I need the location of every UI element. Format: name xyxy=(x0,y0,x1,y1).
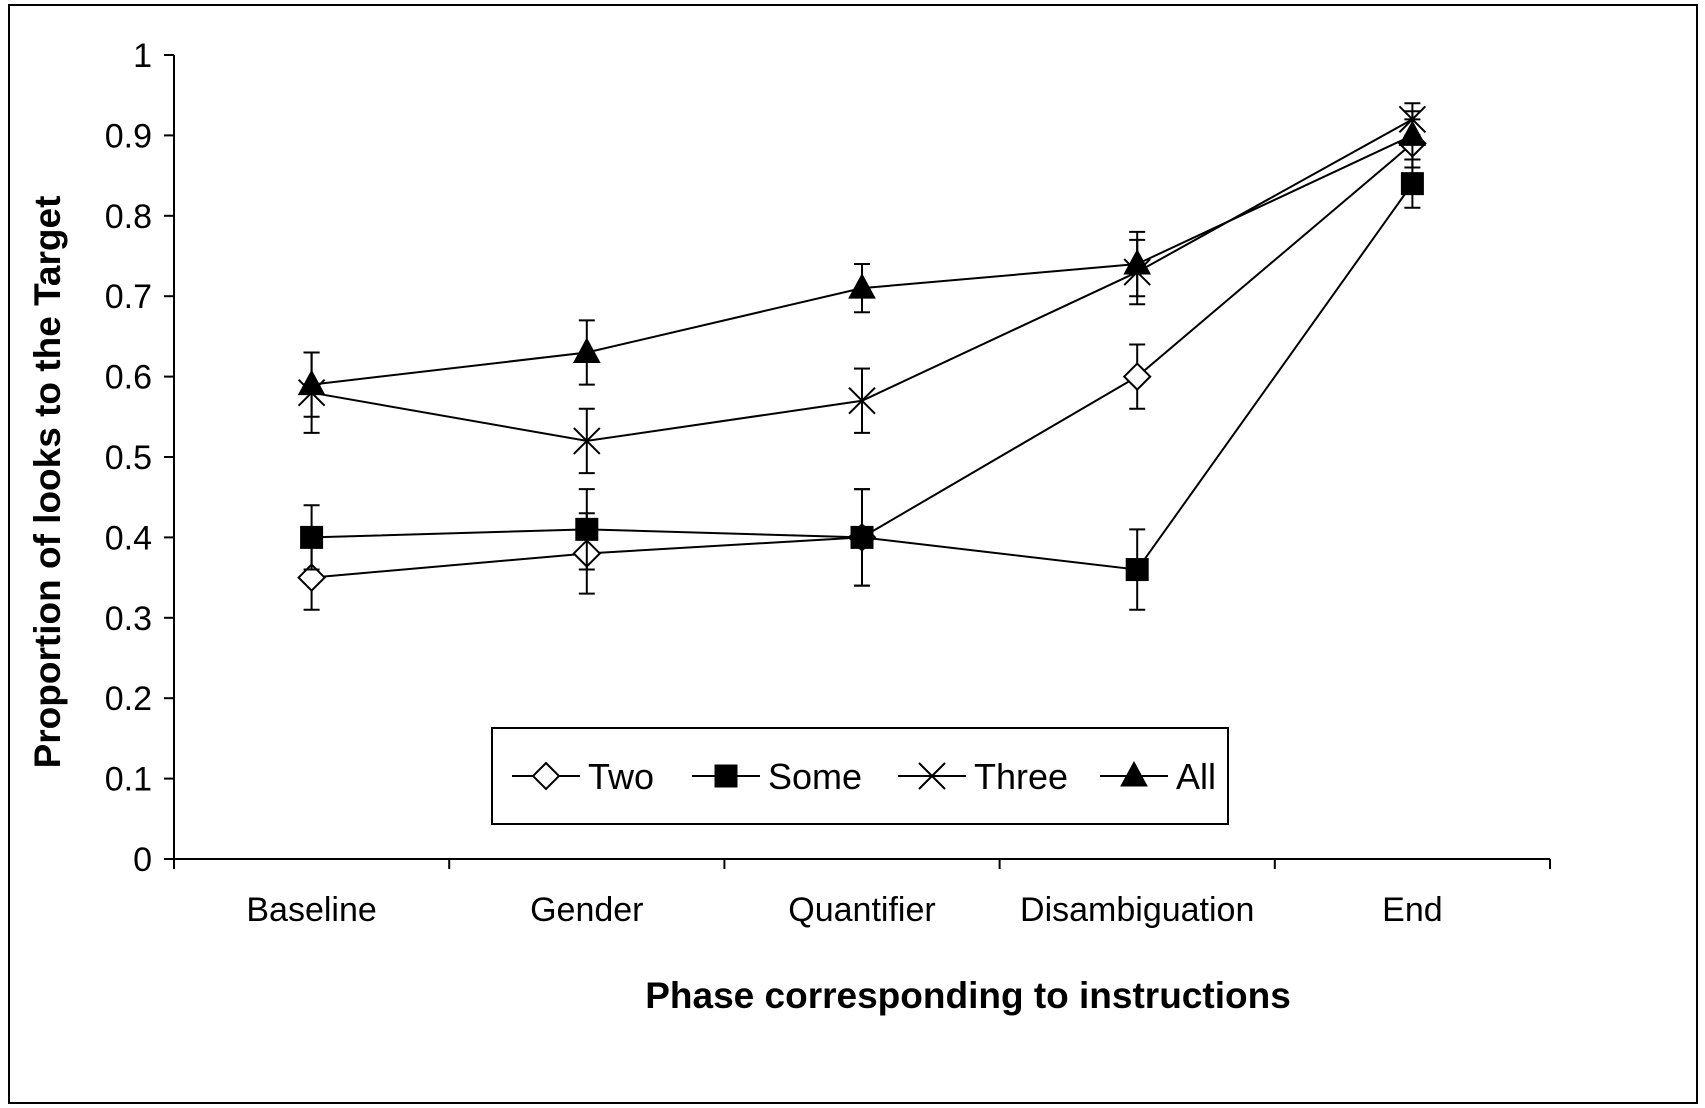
legend-label-all: All xyxy=(1176,756,1216,797)
data-point-some xyxy=(1401,173,1423,195)
legend: Two Some Three All xyxy=(492,728,1228,824)
x-tick-label: End xyxy=(1382,891,1443,929)
legend-label-some: Some xyxy=(768,756,862,797)
series-line-all xyxy=(312,135,1413,384)
data-point-two xyxy=(1124,364,1150,390)
y-tick-label: 1 xyxy=(133,37,152,75)
x-tick-label: Gender xyxy=(530,891,643,929)
y-tick-label: 0.4 xyxy=(105,519,152,557)
y-tick-label: 0.2 xyxy=(105,680,152,718)
y-tick-label: 0.5 xyxy=(105,439,152,477)
y-tick-label: 0 xyxy=(133,841,152,879)
data-point-some xyxy=(301,526,323,548)
x-tick-label: Baseline xyxy=(246,891,376,929)
y-tick-label: 0.7 xyxy=(105,278,152,316)
data-point-some xyxy=(851,526,873,548)
x-tick-label: Quantifier xyxy=(788,891,935,929)
legend-label-two: Two xyxy=(588,756,654,797)
chart-frame: 0 0.1 0.2 0.3 0.4 0.5 0.6 0.7 0.8 0.9 1 Baseline Gen… xyxy=(8,4,1698,1104)
y-tick-label: 0.9 xyxy=(105,117,152,155)
y-axis-title: Proportion of looks to the Target xyxy=(27,196,68,769)
series-layer xyxy=(299,103,1426,610)
line-chart: 0 0.1 0.2 0.3 0.4 0.5 0.6 0.7 0.8 0.9 1 Baseline Gen… xyxy=(10,6,1696,1102)
y-tick-label: 0.8 xyxy=(105,198,152,236)
y-tick-label: 0.6 xyxy=(105,359,152,397)
legend-label-three: Three xyxy=(974,756,1068,797)
legend-marker-some xyxy=(715,765,737,787)
x-axis-title: Phase corresponding to instructions xyxy=(645,975,1291,1016)
y-tick-label: 0.3 xyxy=(105,600,152,638)
data-point-all xyxy=(849,274,875,298)
data-point-some xyxy=(1126,559,1148,581)
data-point-some xyxy=(576,518,598,540)
x-tick-label: Disambiguation xyxy=(1020,891,1254,929)
y-tick-label: 0.1 xyxy=(105,761,152,799)
